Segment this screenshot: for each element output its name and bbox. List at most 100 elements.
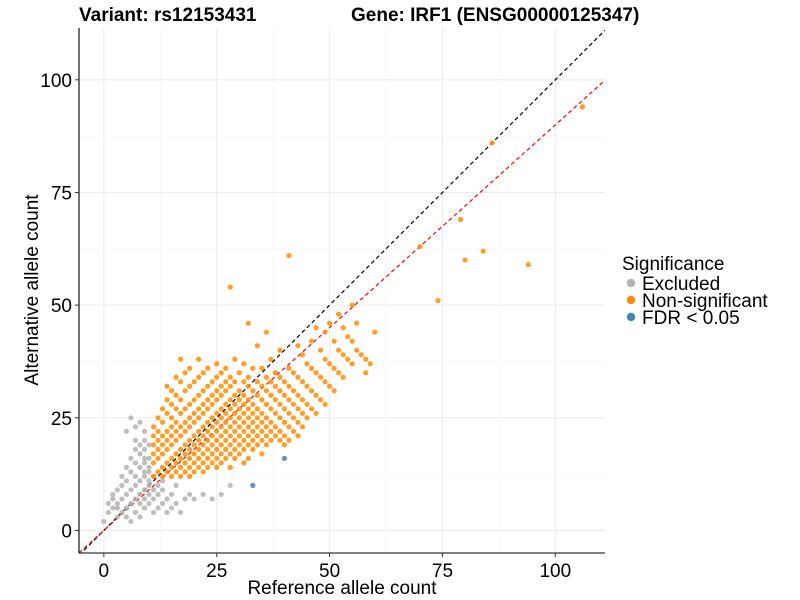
point-excluded (182, 496, 188, 502)
point-non-significant (223, 379, 229, 385)
point-excluded (141, 455, 148, 461)
point-non-significant (263, 433, 269, 439)
point-excluded (114, 505, 120, 511)
point-excluded (155, 491, 161, 498)
point-non-significant (480, 248, 486, 254)
point-non-significant (200, 451, 206, 457)
point-non-significant (290, 401, 297, 407)
point-non-significant (295, 374, 301, 380)
point-non-significant (245, 397, 251, 403)
point-non-significant (200, 388, 206, 394)
point-non-significant (308, 388, 315, 394)
point-excluded (150, 496, 157, 502)
point-non-significant (159, 442, 166, 448)
point-non-significant (214, 410, 220, 416)
point-non-significant (187, 424, 193, 430)
y-tick-label: 0 (61, 521, 72, 542)
point-excluded (128, 518, 134, 525)
point-non-significant (205, 464, 211, 470)
point-non-significant (525, 261, 531, 268)
point-non-significant (155, 455, 161, 461)
point-non-significant (259, 428, 265, 434)
point-non-significant (191, 397, 197, 403)
point-non-significant (209, 451, 215, 457)
point-non-significant (254, 379, 260, 385)
point-non-significant (241, 446, 247, 452)
point-non-significant (277, 428, 283, 434)
point-non-significant (196, 406, 202, 412)
point-excluded (191, 496, 197, 502)
point-excluded (114, 487, 120, 493)
point-non-significant (254, 406, 260, 412)
point-excluded (137, 500, 143, 507)
legend-title: Significance (622, 254, 724, 275)
point-non-significant (241, 419, 247, 425)
point-non-significant (168, 415, 175, 421)
point-non-significant (205, 383, 211, 389)
point-non-significant (295, 419, 301, 425)
point-non-significant (277, 401, 283, 407)
point-non-significant (168, 464, 175, 470)
point-non-significant (272, 370, 279, 376)
point-non-significant (196, 428, 202, 434)
point-non-significant (173, 428, 179, 434)
point-non-significant (164, 446, 170, 452)
point-non-significant (326, 320, 333, 326)
point-non-significant (227, 415, 233, 421)
point-non-significant (259, 419, 265, 425)
point-non-significant (236, 370, 242, 376)
point-non-significant (250, 419, 256, 425)
point-non-significant (150, 451, 157, 457)
point-excluded (132, 424, 139, 430)
point-non-significant (272, 397, 279, 403)
point-non-significant (457, 216, 464, 223)
point-non-significant (218, 460, 224, 466)
point-non-significant (173, 419, 179, 425)
point-excluded (110, 491, 116, 498)
point-non-significant (209, 415, 215, 421)
point-non-significant (200, 433, 206, 439)
point-non-significant (173, 469, 179, 475)
point-excluded (123, 491, 130, 498)
point-non-significant (187, 464, 193, 470)
point-non-significant (187, 365, 193, 371)
point-non-significant (317, 347, 324, 353)
point-non-significant (245, 442, 251, 448)
point-non-significant (236, 451, 242, 457)
point-non-significant (164, 428, 170, 434)
point-excluded (146, 455, 152, 461)
point-non-significant (218, 451, 224, 457)
point-non-significant (187, 383, 193, 389)
point-non-significant (218, 392, 224, 398)
point-non-significant (227, 442, 233, 448)
point-excluded (146, 482, 152, 489)
point-non-significant (209, 392, 215, 398)
point-non-significant (277, 388, 283, 394)
point-excluded (159, 500, 166, 507)
point-non-significant (290, 388, 297, 394)
point-non-significant (259, 410, 265, 416)
point-non-significant (268, 356, 274, 362)
point-non-significant (205, 428, 211, 434)
point-non-significant (177, 424, 184, 430)
point-non-significant (372, 329, 378, 335)
point-non-significant (277, 374, 283, 380)
point-non-significant (286, 424, 292, 430)
point-non-significant (277, 415, 283, 421)
point-non-significant (290, 415, 297, 421)
point-non-significant (209, 433, 215, 439)
point-non-significant (168, 388, 175, 394)
point-non-significant (286, 252, 292, 259)
point-non-significant (205, 455, 211, 461)
point-non-significant (150, 433, 157, 439)
point-non-significant (168, 473, 175, 479)
point-non-significant (182, 419, 188, 425)
point-non-significant (232, 437, 238, 443)
point-excluded (141, 469, 148, 475)
point-excluded (146, 442, 152, 448)
point-non-significant (250, 410, 256, 416)
point-non-significant (214, 428, 220, 434)
point-non-significant (245, 374, 251, 380)
point-non-significant (295, 406, 301, 412)
